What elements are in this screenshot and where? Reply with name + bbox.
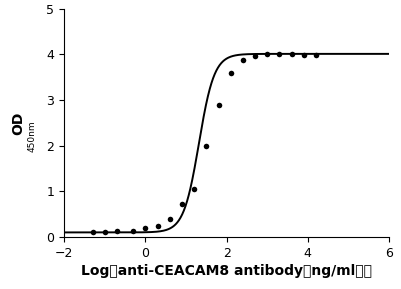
Point (142, 225, 148, 230)
X-axis label: Log（anti-CEACAM8 antibody（ng/ml））: Log（anti-CEACAM8 antibody（ng/ml）） (81, 264, 372, 278)
Point (166, 216, 173, 221)
Text: 450nm: 450nm (27, 121, 36, 152)
Point (203, 143, 210, 148)
Point (276, 51, 283, 56)
Point (215, 102, 222, 107)
Point (101, 229, 108, 234)
Point (264, 52, 270, 57)
Point (301, 53, 307, 57)
Text: OD: OD (12, 111, 26, 134)
Point (191, 187, 197, 191)
Point (288, 52, 295, 57)
Point (179, 202, 185, 206)
Point (252, 54, 259, 58)
Point (313, 53, 319, 58)
Point (130, 228, 136, 233)
Point (114, 229, 120, 233)
Point (154, 224, 161, 228)
Point (228, 70, 234, 75)
Point (240, 58, 246, 62)
Point (89, 229, 96, 234)
